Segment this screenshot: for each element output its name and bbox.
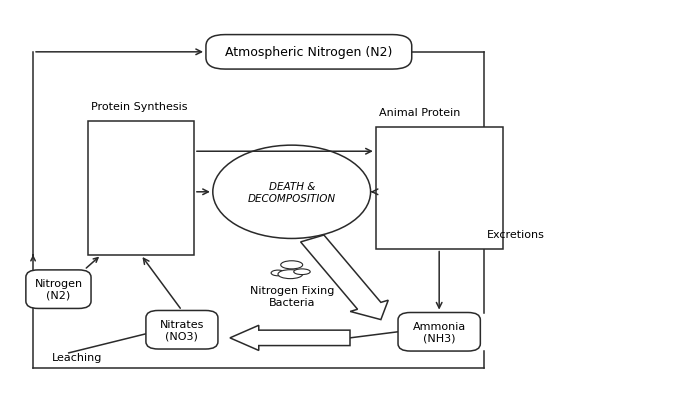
FancyBboxPatch shape (26, 270, 91, 309)
Bar (88, 121, 194, 255)
Bar (376, 128, 503, 249)
FancyBboxPatch shape (398, 313, 480, 351)
FancyArrow shape (230, 325, 350, 351)
Ellipse shape (213, 146, 370, 239)
Ellipse shape (278, 270, 302, 279)
Text: Ammonia
(NH3): Ammonia (NH3) (412, 321, 466, 343)
Ellipse shape (271, 271, 285, 276)
Text: Nitrogen Fixing
Bacteria: Nitrogen Fixing Bacteria (249, 285, 334, 307)
FancyArrow shape (300, 235, 389, 320)
Text: Leaching: Leaching (52, 352, 102, 362)
FancyBboxPatch shape (146, 311, 218, 349)
Text: Nitrogen
(N2): Nitrogen (N2) (34, 279, 83, 300)
Text: Excretions: Excretions (487, 230, 545, 240)
Text: Animal Protein: Animal Protein (379, 107, 461, 117)
Ellipse shape (294, 269, 310, 275)
Text: Atmospheric Nitrogen (N2): Atmospheric Nitrogen (N2) (225, 46, 393, 59)
Ellipse shape (281, 261, 302, 269)
Text: Protein Synthesis: Protein Synthesis (91, 102, 188, 112)
Text: Nitrates
(NO3): Nitrates (NO3) (160, 319, 204, 341)
FancyBboxPatch shape (206, 36, 412, 70)
Text: DEATH &
DECOMPOSITION: DEATH & DECOMPOSITION (248, 182, 336, 203)
